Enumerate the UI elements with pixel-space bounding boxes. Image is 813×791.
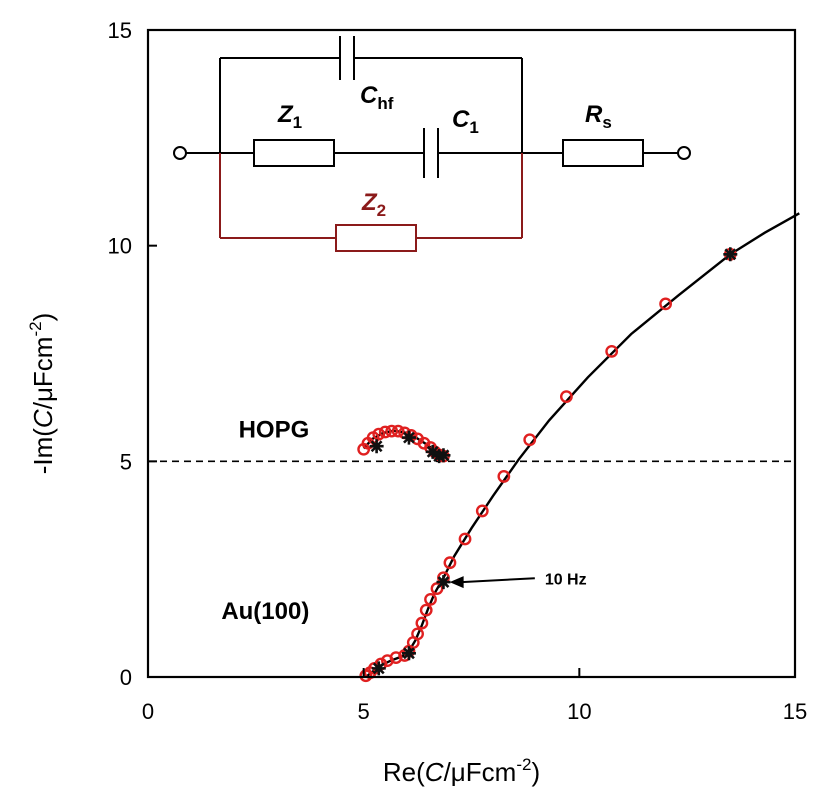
cross-marker-s0-0 xyxy=(371,661,386,676)
z1-label-main: Z xyxy=(277,101,294,128)
rs-label-sub: s xyxy=(602,113,611,132)
data-point-s0-11 xyxy=(419,603,433,617)
data-point-s0-17 xyxy=(475,504,489,518)
x-axis-label-sup: -2 xyxy=(516,755,531,774)
x-tick-label-3: 15 xyxy=(783,699,807,724)
rs-resistor xyxy=(562,139,644,167)
terminal-right xyxy=(677,146,691,160)
y-axis-label-sup: -2 xyxy=(26,321,45,336)
chf-label-main: C xyxy=(360,82,378,109)
data-point-s0-10 xyxy=(415,616,429,630)
data-point-s0-21 xyxy=(605,344,619,358)
terminal-left xyxy=(173,146,187,160)
data-point-s0-18 xyxy=(497,470,511,483)
rs-label-main: R xyxy=(585,101,603,128)
y-tick-label-0: 0 xyxy=(120,665,132,690)
x-tick-label-2: 10 xyxy=(567,699,591,724)
z2-resistor xyxy=(335,224,417,252)
y-tick-label-2: 10 xyxy=(108,234,132,259)
y-tick-label-1: 5 xyxy=(120,449,132,474)
c1-label: C1 xyxy=(452,106,479,137)
y-axis-label-post: ) xyxy=(28,313,58,322)
x-axis-label-var: C xyxy=(425,757,444,787)
c1-label-main: C xyxy=(452,106,470,133)
x-tick-label-0: 0 xyxy=(142,699,154,724)
data-points-layer xyxy=(357,247,737,683)
data-point-s1-5 xyxy=(385,424,399,438)
cross-marker-s0-1 xyxy=(401,646,416,661)
annotations-layer: HOPG Au(100) 10 Hz xyxy=(221,417,586,625)
x-axis-label-mid: /μFcm xyxy=(444,757,517,787)
data-point-s0-9 xyxy=(411,627,424,641)
frequency-label: 10 Hz xyxy=(545,571,587,588)
chf-label: Chf xyxy=(360,82,394,113)
y-axis-label: -Im(C/μFcm-2) xyxy=(26,313,58,475)
data-point-s0-22 xyxy=(659,297,672,311)
data-point-s0-5 xyxy=(389,651,403,664)
highlight-markers-layer xyxy=(369,247,738,676)
cross-marker-s1-4 xyxy=(436,448,451,463)
x-axis-label: Re(C/μFcm-2) xyxy=(383,755,540,787)
cross-marker-s0-2 xyxy=(436,575,451,590)
z1-label: Z1 xyxy=(277,101,302,132)
data-point-s0-15 xyxy=(443,556,457,570)
data-point-s0-12 xyxy=(424,592,437,606)
y-axis-label-pre: -Im( xyxy=(28,428,58,475)
cross-marker-s0-3 xyxy=(723,247,738,262)
data-point-s0-20 xyxy=(559,390,573,404)
data-point-s0-19 xyxy=(523,433,537,447)
frequency-arrow-head xyxy=(449,576,464,589)
z1-label-sub: 1 xyxy=(293,113,302,132)
cross-marker-s1-1 xyxy=(401,430,416,445)
x-axis-label-post: ) xyxy=(531,757,540,787)
z1-resistor xyxy=(253,139,335,167)
x-axis-label-pre: Re( xyxy=(383,757,425,787)
data-point-s1-4 xyxy=(378,425,392,439)
x-tick-label-1: 5 xyxy=(358,699,370,724)
data-point-s1-6 xyxy=(391,424,405,438)
hopg-label: HOPG xyxy=(239,417,310,444)
cross-marker-s1-0 xyxy=(369,439,384,454)
cross-marker-s1-2 xyxy=(425,444,440,459)
y-axis-label-mid: /μFcm xyxy=(28,337,58,410)
y-axis-label-var: C xyxy=(28,409,58,428)
c1-label-sub: 1 xyxy=(469,118,478,137)
rs-label: Rs xyxy=(585,101,612,132)
chf-label-sub: hf xyxy=(377,94,393,113)
z2-label-sub: 2 xyxy=(377,201,386,220)
data-point-s0-16 xyxy=(458,532,472,546)
data-point-s1-3 xyxy=(372,427,386,441)
z2-label-main: Z xyxy=(361,189,378,216)
z2-label: Z2 xyxy=(361,189,386,220)
y-tick-label-3: 15 xyxy=(108,18,132,43)
frequency-arrow-line xyxy=(461,577,535,584)
au100-label: Au(100) xyxy=(221,598,309,625)
plot-frame xyxy=(146,28,797,679)
